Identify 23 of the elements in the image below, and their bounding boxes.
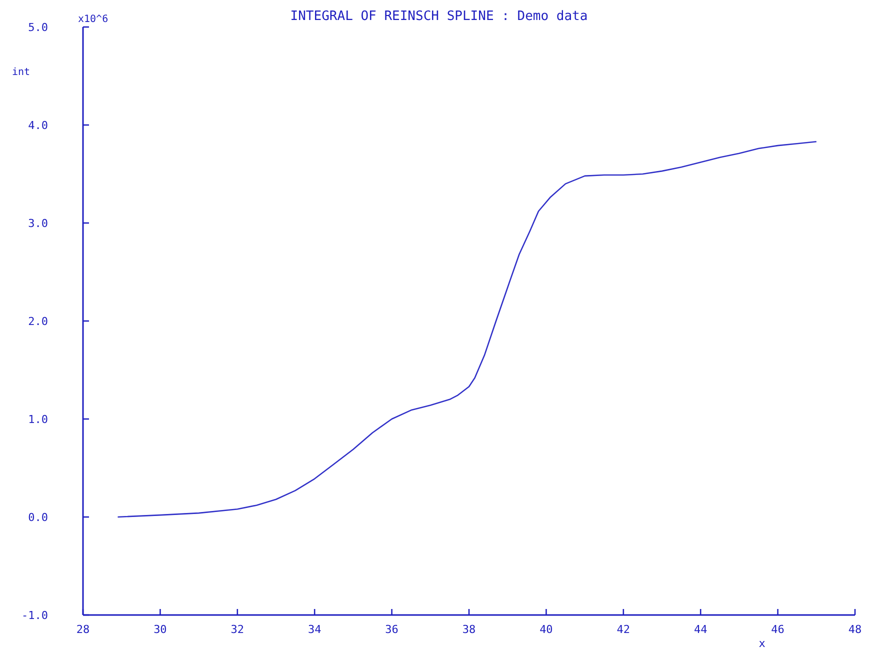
x-tick-label: 30 bbox=[154, 623, 167, 636]
chart-title: INTEGRAL OF REINSCH SPLINE : Demo data bbox=[290, 9, 588, 24]
y-tick-label: 0.0 bbox=[28, 510, 48, 524]
text: x10^6 bbox=[78, 14, 108, 25]
y-tick-label: 1.0 bbox=[28, 412, 48, 426]
x-tick-label: 34 bbox=[308, 623, 322, 636]
x-axis-title: x bbox=[758, 637, 766, 649]
x-tick-label: 42 bbox=[616, 623, 630, 636]
y-axis-title: int bbox=[12, 67, 30, 78]
x-tick-label: 40 bbox=[540, 623, 553, 636]
y-tick-label: 4.0 bbox=[28, 118, 48, 132]
y-tick-label: -1.0 bbox=[22, 608, 48, 622]
x-tick-label: 28 bbox=[76, 623, 90, 636]
line-series bbox=[117, 141, 818, 518]
x-tick-label: 32 bbox=[230, 623, 244, 636]
x-tick-label: 48 bbox=[848, 623, 862, 636]
x-tick-label: 36 bbox=[385, 623, 398, 636]
y-tick-label: 3.0 bbox=[28, 216, 48, 230]
x-tick-label: 44 bbox=[694, 623, 708, 636]
y-tick-label: 2.0 bbox=[28, 314, 48, 328]
x-tick-label: 38 bbox=[462, 623, 476, 636]
x-tick-label: 46 bbox=[771, 623, 784, 636]
y-tick-label: 5.0 bbox=[28, 20, 48, 34]
